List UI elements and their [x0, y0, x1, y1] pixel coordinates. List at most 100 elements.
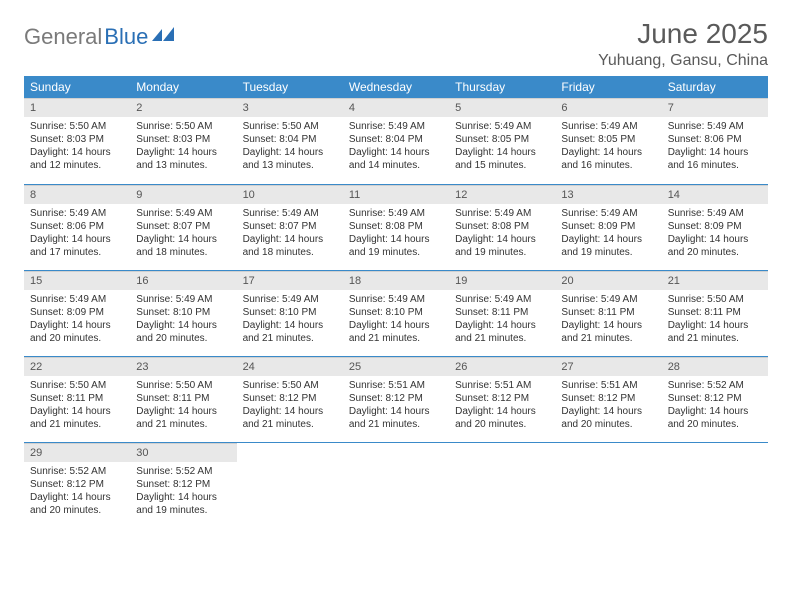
day-details: Sunrise: 5:49 AM Sunset: 8:08 PM Dayligh… — [449, 204, 555, 263]
day-number: 20 — [555, 271, 661, 290]
daylight-line2: and 20 minutes. — [30, 332, 124, 345]
calendar-cell: 2 Sunrise: 5:50 AM Sunset: 8:03 PM Dayli… — [130, 98, 236, 184]
sunrise-line: Sunrise: 5:52 AM — [136, 465, 230, 478]
daylight-line2: and 20 minutes. — [668, 418, 762, 431]
sunset-line: Sunset: 8:11 PM — [136, 392, 230, 405]
day-number: 4 — [343, 98, 449, 117]
sunrise-line: Sunrise: 5:49 AM — [349, 120, 443, 133]
sunrise-line: Sunrise: 5:50 AM — [243, 120, 337, 133]
day-details: Sunrise: 5:49 AM Sunset: 8:11 PM Dayligh… — [555, 290, 661, 349]
day-number: 23 — [130, 357, 236, 376]
daylight-line2: and 21 minutes. — [30, 418, 124, 431]
sunrise-line: Sunrise: 5:52 AM — [668, 379, 762, 392]
daylight-line1: Daylight: 14 hours — [455, 146, 549, 159]
daylight-line1: Daylight: 14 hours — [668, 319, 762, 332]
day-details: Sunrise: 5:49 AM Sunset: 8:06 PM Dayligh… — [662, 117, 768, 176]
day-number: 5 — [449, 98, 555, 117]
daylight-line2: and 21 minutes. — [561, 332, 655, 345]
weekday-header: Sunday — [24, 76, 130, 98]
daylight-line2: and 20 minutes. — [561, 418, 655, 431]
sunset-line: Sunset: 8:08 PM — [455, 220, 549, 233]
sunset-line: Sunset: 8:08 PM — [349, 220, 443, 233]
day-details: Sunrise: 5:49 AM Sunset: 8:09 PM Dayligh… — [662, 204, 768, 263]
sunrise-line: Sunrise: 5:49 AM — [455, 293, 549, 306]
calendar-cell-empty — [237, 442, 343, 528]
sunrise-line: Sunrise: 5:49 AM — [668, 207, 762, 220]
calendar-cell: 23 Sunrise: 5:50 AM Sunset: 8:11 PM Dayl… — [130, 356, 236, 442]
sunset-line: Sunset: 8:10 PM — [136, 306, 230, 319]
sunrise-line: Sunrise: 5:50 AM — [136, 379, 230, 392]
sunrise-line: Sunrise: 5:51 AM — [561, 379, 655, 392]
daylight-line2: and 17 minutes. — [30, 246, 124, 259]
daylight-line2: and 21 minutes. — [349, 332, 443, 345]
sunset-line: Sunset: 8:07 PM — [243, 220, 337, 233]
calendar-cell: 27 Sunrise: 5:51 AM Sunset: 8:12 PM Dayl… — [555, 356, 661, 442]
daylight-line2: and 21 minutes. — [349, 418, 443, 431]
day-details: Sunrise: 5:50 AM Sunset: 8:03 PM Dayligh… — [130, 117, 236, 176]
daylight-line2: and 16 minutes. — [668, 159, 762, 172]
daylight-line1: Daylight: 14 hours — [243, 405, 337, 418]
logo-text-gray: General — [24, 24, 102, 50]
sunset-line: Sunset: 8:06 PM — [30, 220, 124, 233]
daylight-line1: Daylight: 14 hours — [668, 146, 762, 159]
day-number: 11 — [343, 185, 449, 204]
daylight-line1: Daylight: 14 hours — [30, 491, 124, 504]
daylight-line1: Daylight: 14 hours — [455, 233, 549, 246]
calendar-cell: 24 Sunrise: 5:50 AM Sunset: 8:12 PM Dayl… — [237, 356, 343, 442]
sunrise-line: Sunrise: 5:49 AM — [455, 120, 549, 133]
day-number: 9 — [130, 185, 236, 204]
sunset-line: Sunset: 8:10 PM — [349, 306, 443, 319]
weekday-header: Friday — [555, 76, 661, 98]
day-details: Sunrise: 5:49 AM Sunset: 8:06 PM Dayligh… — [24, 204, 130, 263]
sunset-line: Sunset: 8:12 PM — [243, 392, 337, 405]
sunset-line: Sunset: 8:04 PM — [243, 133, 337, 146]
daylight-line2: and 12 minutes. — [30, 159, 124, 172]
daylight-line2: and 20 minutes. — [455, 418, 549, 431]
day-number: 22 — [24, 357, 130, 376]
sunrise-line: Sunrise: 5:49 AM — [455, 207, 549, 220]
sunset-line: Sunset: 8:12 PM — [349, 392, 443, 405]
sunset-line: Sunset: 8:12 PM — [455, 392, 549, 405]
calendar-cell: 29 Sunrise: 5:52 AM Sunset: 8:12 PM Dayl… — [24, 442, 130, 528]
day-details: Sunrise: 5:49 AM Sunset: 8:08 PM Dayligh… — [343, 204, 449, 263]
day-number: 2 — [130, 98, 236, 117]
sunrise-line: Sunrise: 5:50 AM — [30, 120, 124, 133]
sunset-line: Sunset: 8:11 PM — [455, 306, 549, 319]
sunrise-line: Sunrise: 5:49 AM — [349, 207, 443, 220]
logo-mark-icon — [152, 27, 174, 41]
day-details: Sunrise: 5:51 AM Sunset: 8:12 PM Dayligh… — [449, 376, 555, 435]
sunrise-line: Sunrise: 5:49 AM — [136, 293, 230, 306]
daylight-line2: and 18 minutes. — [136, 246, 230, 259]
sunrise-line: Sunrise: 5:49 AM — [561, 120, 655, 133]
sunset-line: Sunset: 8:09 PM — [30, 306, 124, 319]
calendar-cell: 26 Sunrise: 5:51 AM Sunset: 8:12 PM Dayl… — [449, 356, 555, 442]
calendar-cell: 17 Sunrise: 5:49 AM Sunset: 8:10 PM Dayl… — [237, 270, 343, 356]
weekday-header: Monday — [130, 76, 236, 98]
daylight-line1: Daylight: 14 hours — [349, 319, 443, 332]
daylight-line1: Daylight: 14 hours — [561, 233, 655, 246]
sunrise-line: Sunrise: 5:51 AM — [455, 379, 549, 392]
daylight-line1: Daylight: 14 hours — [561, 146, 655, 159]
sunset-line: Sunset: 8:12 PM — [30, 478, 124, 491]
calendar-row: 8 Sunrise: 5:49 AM Sunset: 8:06 PM Dayli… — [24, 184, 768, 270]
day-details: Sunrise: 5:49 AM Sunset: 8:09 PM Dayligh… — [555, 204, 661, 263]
day-number: 12 — [449, 185, 555, 204]
day-details: Sunrise: 5:50 AM Sunset: 8:11 PM Dayligh… — [662, 290, 768, 349]
logo: GeneralBlue — [24, 24, 174, 50]
sunset-line: Sunset: 8:05 PM — [561, 133, 655, 146]
sunset-line: Sunset: 8:07 PM — [136, 220, 230, 233]
daylight-line1: Daylight: 14 hours — [349, 233, 443, 246]
calendar-cell-empty — [662, 442, 768, 528]
calendar-cell-empty — [449, 442, 555, 528]
sunrise-line: Sunrise: 5:49 AM — [30, 293, 124, 306]
day-details: Sunrise: 5:50 AM Sunset: 8:03 PM Dayligh… — [24, 117, 130, 176]
calendar-cell: 20 Sunrise: 5:49 AM Sunset: 8:11 PM Dayl… — [555, 270, 661, 356]
calendar-cell: 7 Sunrise: 5:49 AM Sunset: 8:06 PM Dayli… — [662, 98, 768, 184]
weekday-header: Tuesday — [237, 76, 343, 98]
day-number: 27 — [555, 357, 661, 376]
day-details: Sunrise: 5:51 AM Sunset: 8:12 PM Dayligh… — [343, 376, 449, 435]
sunrise-line: Sunrise: 5:49 AM — [30, 207, 124, 220]
day-number: 28 — [662, 357, 768, 376]
sunset-line: Sunset: 8:11 PM — [668, 306, 762, 319]
daylight-line1: Daylight: 14 hours — [561, 319, 655, 332]
